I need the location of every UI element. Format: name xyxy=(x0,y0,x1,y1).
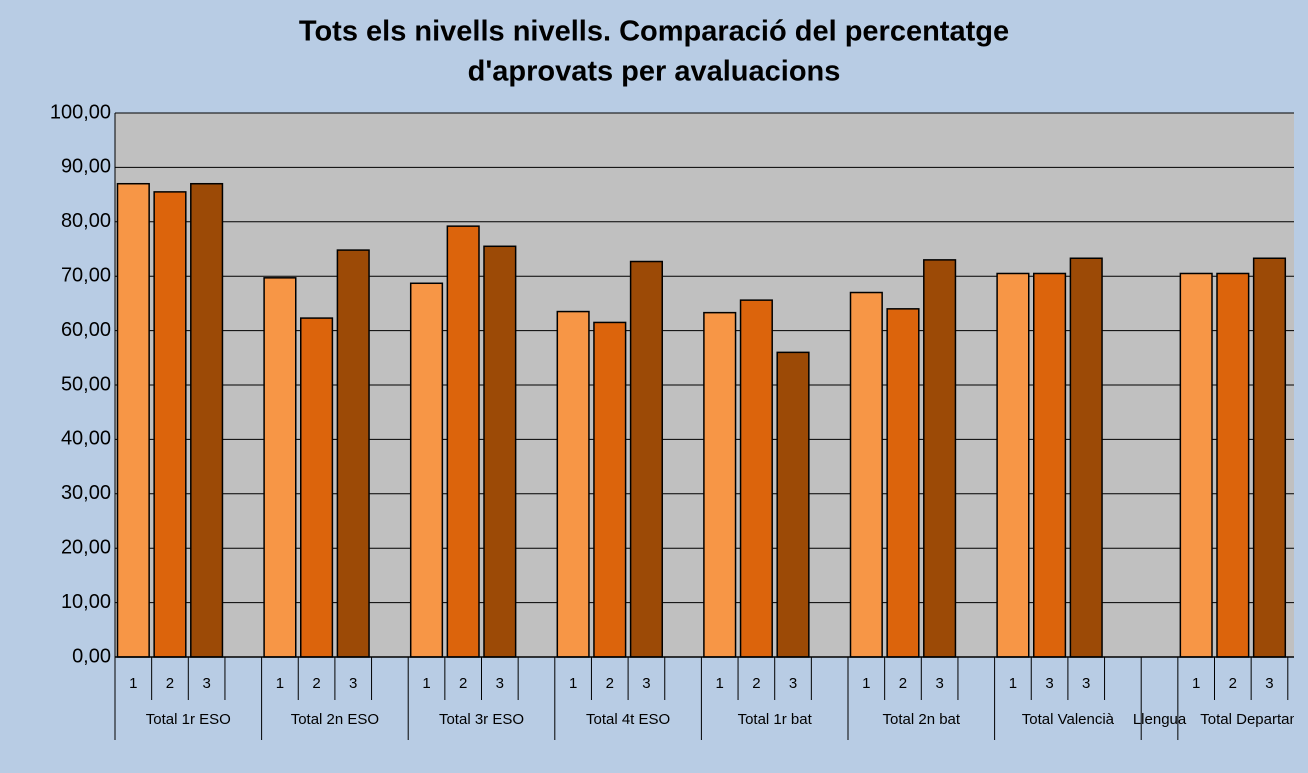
group-label: Total 4t ESO xyxy=(586,711,670,728)
bar xyxy=(1216,272,1250,658)
x-tick-label: 1 xyxy=(716,675,724,692)
x-tick-label: 3 xyxy=(642,675,650,692)
group-label: Total Departam xyxy=(1200,711,1302,728)
bar xyxy=(483,245,517,658)
x-tick-label: 1 xyxy=(862,675,870,692)
y-tick-label: 100,00 xyxy=(50,101,111,123)
bar xyxy=(116,182,150,658)
y-tick-label: 20,00 xyxy=(61,536,111,558)
y-tick-label: 80,00 xyxy=(61,210,111,232)
bar xyxy=(886,308,920,658)
chart-title: Tots els nivells nivells. Comparació del… xyxy=(299,16,1009,48)
bar xyxy=(1069,257,1103,658)
bar xyxy=(739,299,773,658)
x-tick-label: 1 xyxy=(1009,675,1017,692)
bar xyxy=(593,321,627,658)
x-tick-label: 1 xyxy=(129,675,137,692)
bar xyxy=(1033,272,1067,658)
y-tick-label: 0,00 xyxy=(72,645,111,667)
x-tick-label: 3 xyxy=(1265,675,1273,692)
x-tick-label: 3 xyxy=(935,675,943,692)
bar xyxy=(703,311,737,658)
y-tick-label: 90,00 xyxy=(61,156,111,178)
bar xyxy=(1179,272,1213,658)
bar xyxy=(1252,257,1287,658)
y-tick-label: 40,00 xyxy=(61,428,111,450)
x-tick-label: 3 xyxy=(202,675,210,692)
bar xyxy=(336,249,370,658)
x-tick-label: 2 xyxy=(752,675,760,692)
bar xyxy=(446,225,480,658)
x-tick-label: 3 xyxy=(496,675,504,692)
y-tick-label: 10,00 xyxy=(61,591,111,613)
group-label: Total 1r ESO xyxy=(146,711,231,728)
x-tick-label: 2 xyxy=(459,675,467,692)
bar xyxy=(849,291,883,658)
bar xyxy=(996,272,1030,658)
group-label: Total 3r ESO xyxy=(439,711,524,728)
x-tick-label: 1 xyxy=(422,675,430,692)
chart-title: d'aprovats per avaluacions xyxy=(468,56,841,88)
x-tick-label: 3 xyxy=(1082,675,1090,692)
x-tick-label: 3 xyxy=(789,675,797,692)
x-tick-label: 2 xyxy=(606,675,614,692)
group-label: Llengua xyxy=(1133,711,1187,728)
x-tick-label: 3 xyxy=(349,675,357,692)
bar xyxy=(190,182,224,658)
x-tick-label: 1 xyxy=(569,675,577,692)
plot: 1 2 3 Total 1r ESO 1 2 3 Total 2n ESO 1 2 3 Total 3… xyxy=(114,112,1302,740)
x-tick-label: 1 xyxy=(1192,675,1200,692)
group-label: Total 2n ESO xyxy=(291,711,379,728)
y-tick-label: 30,00 xyxy=(61,482,111,504)
x-tick-label: 3 xyxy=(1045,675,1053,692)
x-tick-label: 2 xyxy=(312,675,320,692)
y-tick-label: 70,00 xyxy=(61,264,111,286)
bar xyxy=(153,191,187,658)
bar xyxy=(300,317,334,658)
bar xyxy=(629,260,663,658)
group-label: Total 2n bat xyxy=(883,711,961,728)
x-tick-label: 2 xyxy=(899,675,907,692)
y-tick-label: 50,00 xyxy=(61,373,111,395)
bar xyxy=(263,277,297,658)
group-label: Total 1r bat xyxy=(738,711,813,728)
group-label: Total Valencià xyxy=(1022,711,1115,728)
bar xyxy=(556,310,590,658)
bar xyxy=(923,259,957,658)
bar xyxy=(409,282,444,658)
x-tick-label: 2 xyxy=(166,675,174,692)
bar xyxy=(776,351,810,658)
x-tick-label: 2 xyxy=(1229,675,1237,692)
y-tick-label: 60,00 xyxy=(61,319,111,341)
x-tick-label: 1 xyxy=(276,675,284,692)
